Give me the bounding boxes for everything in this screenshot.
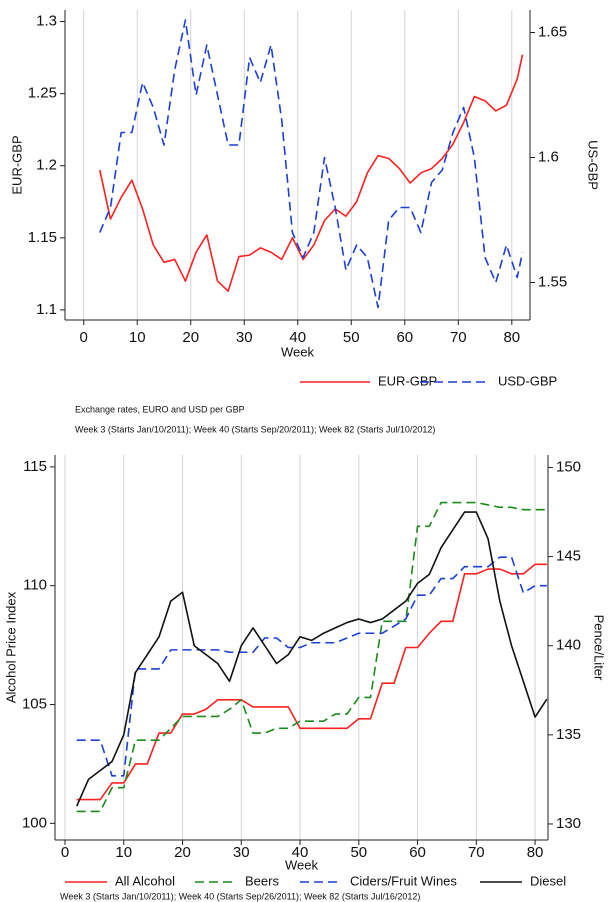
y-axis-label: EUR-GBP [9, 135, 24, 194]
y-tick-label: 105 [22, 696, 47, 713]
x-tick-label: 30 [233, 844, 250, 861]
y2-tick-label: 140 [556, 637, 581, 654]
x-tick-label: 10 [129, 329, 146, 346]
x-tick-label: 50 [350, 844, 367, 861]
legend-label: USD-GBP [498, 373, 557, 388]
series-line [76, 563, 547, 801]
y2-tick-label: 145 [556, 548, 581, 565]
note: Week 3 (Starts Jan/10/2011); Week 40 (St… [60, 891, 420, 901]
note: Week 3 (Starts Jan/10/2011); Week 40 (St… [75, 424, 435, 434]
y-tick-label: 110 [23, 577, 47, 594]
y2-tick-label: 1.6 [538, 148, 559, 165]
x-tick-label: 80 [527, 844, 544, 861]
y2-tick-label: 1.55 [538, 273, 567, 290]
x-tick-label: 60 [396, 329, 413, 346]
note: Exchange rates, EURO and USD per GBP [75, 404, 245, 414]
x-tick-label: 60 [409, 844, 426, 861]
legend-label: Beers [245, 873, 279, 888]
y2-tick-label: 1.65 [538, 23, 567, 40]
y2-tick-label: 130 [556, 815, 581, 832]
y2-axis-label: US-GBP [586, 140, 601, 190]
y-tick-label: 1.1 [36, 301, 57, 318]
legend-label: Ciders/Fruit Wines [350, 873, 457, 888]
y-tick-label: 1.2 [36, 157, 57, 174]
y-tick-label: 100 [22, 814, 47, 831]
y-tick-label: 1.15 [28, 229, 57, 246]
x-tick-label: 40 [289, 329, 306, 346]
x-tick-label: 10 [115, 844, 132, 861]
legend-label: EUR-GBP [378, 373, 437, 388]
x-tick-label: 0 [61, 844, 69, 861]
y-axis-label: Alcohol Price Index [3, 591, 18, 703]
x-tick-label: 20 [174, 844, 191, 861]
x-tick-label: 70 [450, 329, 467, 346]
y2-tick-label: 150 [556, 458, 581, 475]
y2-axis-label: Pence/Liter [592, 615, 607, 681]
series-line [76, 511, 548, 807]
legend-label: Diesel [530, 873, 566, 888]
y-tick-label: 115 [23, 458, 47, 475]
y-tick-label: 1.25 [28, 85, 57, 102]
legend-label: All Alcohol [115, 873, 175, 888]
y2-tick-label: 135 [556, 726, 581, 743]
x-axis-label: Week [285, 857, 318, 872]
series-line [99, 19, 524, 309]
series-line [76, 556, 547, 777]
x-tick-label: 40 [292, 844, 309, 861]
x-tick-label: 70 [468, 844, 485, 861]
x-tick-label: 20 [182, 329, 199, 346]
series-line [76, 501, 547, 813]
x-tick-label: 30 [236, 329, 253, 346]
y-tick-label: 1.3 [36, 13, 57, 30]
x-tick-label: 0 [80, 329, 88, 346]
x-axis-label: Week [281, 344, 314, 359]
series-line [98, 54, 524, 292]
x-tick-label: 80 [503, 329, 520, 346]
x-tick-label: 50 [343, 329, 360, 346]
